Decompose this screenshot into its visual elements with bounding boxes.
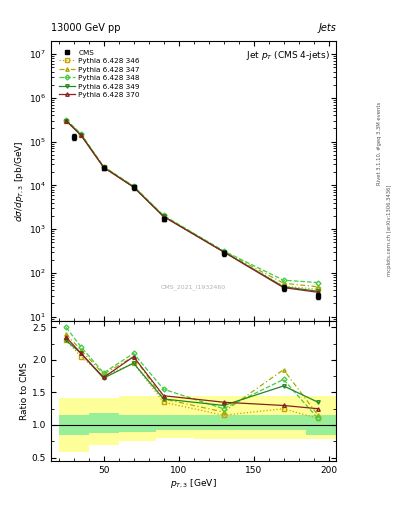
Legend: CMS, Pythia 6.428 346, Pythia 6.428 347, Pythia 6.428 348, Pythia 6.428 349, Pyt: CMS, Pythia 6.428 346, Pythia 6.428 347,… bbox=[57, 48, 141, 99]
Y-axis label: $d\sigma/dp_{T,3}$ [pb/GeV]: $d\sigma/dp_{T,3}$ [pb/GeV] bbox=[13, 140, 26, 222]
Text: Rivet 3.1.10, #geq 3.3M events: Rivet 3.1.10, #geq 3.3M events bbox=[377, 102, 382, 185]
Text: 13000 GeV pp: 13000 GeV pp bbox=[51, 23, 121, 33]
Text: Jet $p_T$ (CMS 4-jets): Jet $p_T$ (CMS 4-jets) bbox=[246, 49, 330, 62]
Y-axis label: Ratio to CMS: Ratio to CMS bbox=[20, 362, 29, 420]
Text: Jets: Jets bbox=[318, 23, 336, 33]
X-axis label: $p_{T,3}$ [GeV]: $p_{T,3}$ [GeV] bbox=[170, 477, 217, 490]
Text: mcplots.cern.ch [arXiv:1306.3436]: mcplots.cern.ch [arXiv:1306.3436] bbox=[387, 185, 391, 276]
Text: CMS_2021_I1932460: CMS_2021_I1932460 bbox=[161, 285, 226, 290]
